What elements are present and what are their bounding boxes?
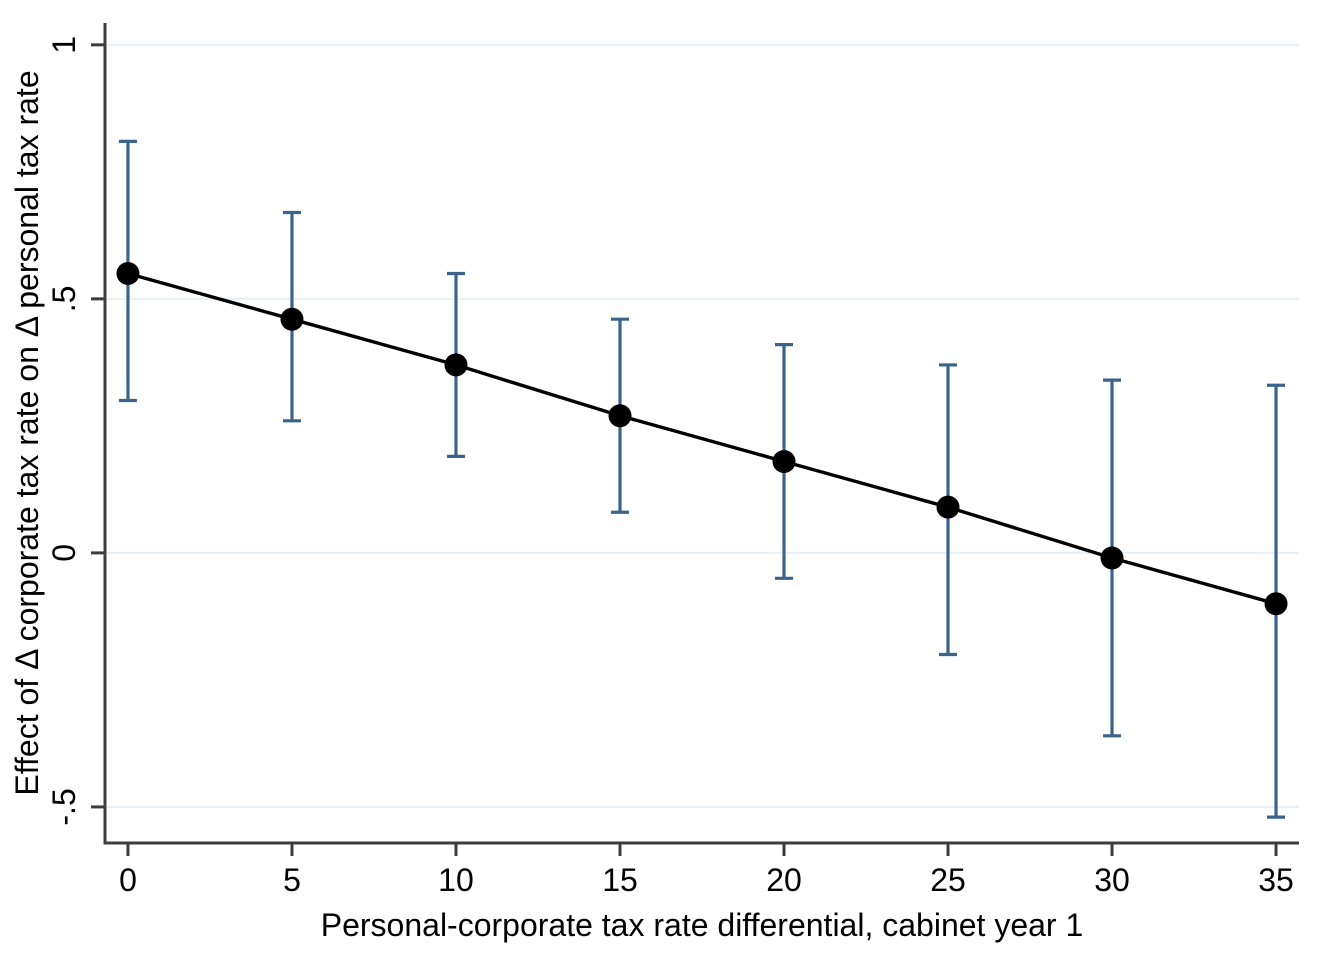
data-point <box>1264 592 1288 616</box>
x-tick-label: 20 <box>766 862 802 898</box>
data-point <box>280 307 304 331</box>
x-tick-label: 10 <box>438 862 474 898</box>
data-point <box>116 261 140 285</box>
data-point <box>772 449 796 473</box>
x-tick-label: 35 <box>1258 862 1294 898</box>
x-tick-label: 0 <box>119 862 137 898</box>
x-tick-label: 5 <box>283 862 301 898</box>
tick-marks <box>91 43 1278 856</box>
data-point <box>444 353 468 377</box>
markers <box>116 261 1288 616</box>
y-tick-label: 1 <box>46 36 82 54</box>
trend-line-group <box>127 271 1277 606</box>
data-point <box>608 404 632 428</box>
x-tick-label: 30 <box>1094 862 1130 898</box>
x-tick-label: 15 <box>602 862 638 898</box>
y-axis-title: Effect of Δ corporate tax rate on Δ pers… <box>9 70 45 795</box>
error-bars <box>118 139 1286 819</box>
y-tick-labels: 1 .5 0 -.5 <box>46 36 82 826</box>
axes <box>103 23 1299 845</box>
data-point <box>936 495 960 519</box>
data-point <box>1100 546 1124 570</box>
y-tick-label: -.5 <box>46 788 82 825</box>
gridlines <box>106 43 1299 809</box>
trend-line <box>127 271 1277 606</box>
y-tick-label: .5 <box>46 286 82 313</box>
x-tick-labels: 0 5 10 15 20 25 30 35 <box>119 862 1294 898</box>
x-tick-label: 25 <box>930 862 966 898</box>
y-tick-label: 0 <box>46 544 82 562</box>
x-axis-title: Personal-corporate tax rate differential… <box>321 907 1084 943</box>
